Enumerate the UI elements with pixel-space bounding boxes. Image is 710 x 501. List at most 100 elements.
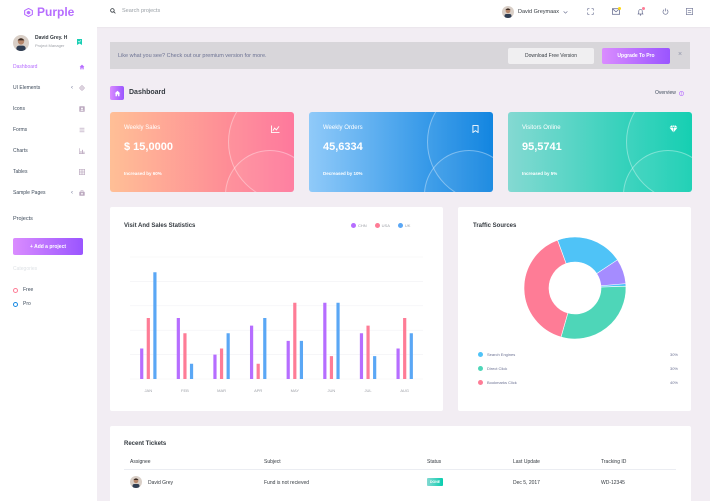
legend-item[interactable]: CHN (351, 223, 367, 228)
status-badge: DONE (427, 478, 444, 486)
sidebar: David Grey. H Project Manager Dashboard … (0, 27, 97, 501)
power-icon[interactable] (662, 8, 669, 15)
stat-title: Weekly Sales (124, 125, 161, 131)
bookmark-icon (472, 125, 479, 133)
fullscreen-icon[interactable] (587, 8, 594, 15)
categories-heading: Categories (13, 266, 38, 272)
bar-usa-feb (183, 333, 187, 379)
upgrade-pro-button[interactable]: Upgrade To Pro (602, 48, 670, 64)
sidebar-item-sample-pages[interactable]: Sample Pages ‹ (13, 188, 85, 198)
diamond-icon (669, 125, 678, 133)
sidebar-item-label: Charts (13, 148, 28, 154)
traffic-donut-chart (523, 236, 627, 340)
legend-dot-usa (374, 223, 380, 228)
x-tick-label: APR (254, 388, 262, 393)
close-icon[interactable]: × (678, 51, 683, 58)
brand-icon (24, 7, 33, 17)
assignee-name: David Grey (148, 480, 174, 486)
bar-chn-aug (396, 348, 400, 379)
recent-tickets-panel (110, 426, 691, 501)
sidebar-profile[interactable]: David Grey. H Project Manager (13, 35, 67, 51)
chart-title: Traffic Sources (473, 223, 517, 229)
page-title: Dashboard (129, 89, 166, 96)
sidebar-item-icons[interactable]: Icons (13, 104, 85, 114)
overview-label: Overview (655, 90, 676, 96)
circle-outline-icon (13, 301, 18, 307)
brand-name: Purple (37, 5, 75, 19)
chart-title: Visit And Sales Statistics (124, 223, 196, 229)
stat-card-visitors-online: Visitors Online 95,5741 Increased by 5% (508, 112, 692, 192)
stat-footer: Increased by 5% (522, 171, 558, 176)
sidebar-item-charts[interactable]: Charts (13, 146, 85, 156)
legend-item[interactable]: UK (397, 223, 410, 228)
alert-circle-icon (678, 90, 684, 96)
bar-uk-jun (336, 302, 340, 379)
last-update: Dec 5, 2017 (513, 480, 540, 486)
search-input[interactable] (122, 8, 242, 14)
x-tick-label: AUG (400, 388, 409, 393)
sidebar-item-forms[interactable]: Forms (13, 125, 85, 135)
column-header-assignee[interactable]: Assignee (130, 459, 151, 465)
donut-slice-direct-click (560, 285, 627, 340)
sidebar-item-dashboard[interactable]: Dashboard (13, 62, 85, 72)
bar-uk-jul (373, 356, 377, 379)
chart-line-icon (271, 125, 280, 133)
bar-chn-jul (359, 333, 364, 379)
notification-badge (642, 7, 645, 10)
chart-legend: CHN USA UK (351, 223, 410, 228)
stat-title: Visitors Online (522, 125, 561, 131)
mail-badge (618, 7, 621, 10)
sidebar-item-label: Tables (13, 169, 28, 175)
category-free[interactable]: Free (13, 287, 33, 293)
navbar-profile-dropdown[interactable]: David Greymaax (502, 6, 568, 18)
chart-bar-icon (79, 148, 85, 154)
sidebar-user-role: Project Manager (35, 43, 65, 48)
sidebar-item-tables[interactable]: Tables (13, 167, 85, 177)
contacts-icon (79, 106, 85, 112)
traffic-legend-row: Direct Click 30% (478, 365, 678, 373)
bar-usa-apr (256, 363, 260, 379)
x-tick-label: JUL (365, 388, 373, 393)
sidebar-user-name: David Grey. H (35, 35, 68, 41)
bar-usa-may (293, 302, 297, 379)
download-free-button[interactable]: Download Free Version (508, 48, 594, 64)
column-header-status[interactable]: Status (427, 459, 442, 465)
category-label: Free (23, 287, 34, 293)
legend-value: 30% (669, 366, 678, 371)
chevron-left-icon: ‹ (71, 85, 73, 91)
medical-bag-icon (79, 190, 85, 196)
column-header-subject[interactable]: Subject (264, 459, 281, 465)
column-header-tracking-id[interactable]: Tracking ID (601, 459, 627, 465)
add-project-button[interactable]: + Add a project (13, 238, 83, 255)
menu-icon[interactable] (686, 8, 693, 15)
bell-icon[interactable] (637, 7, 645, 16)
bar-usa-jun (329, 356, 334, 379)
ticket-subject: Fund is not recieved (264, 480, 310, 486)
avatar (13, 35, 29, 51)
legend-item[interactable]: USA (374, 223, 390, 228)
brand-logo[interactable]: Purple (24, 5, 74, 19)
circle-outline-icon (13, 287, 18, 293)
page-title-icon (110, 86, 124, 100)
navbar-actions (0, 7, 710, 20)
legend-dot (478, 380, 483, 385)
bar-chn-jun (323, 302, 327, 379)
stat-value: 95,5741 (522, 141, 562, 153)
overview-link[interactable]: Overview (655, 90, 684, 96)
sidebar-item-ui-elements[interactable]: UI Elements ‹ (13, 83, 85, 93)
bar-chn-jan (140, 348, 144, 379)
sidebar-item-label: Dashboard (13, 64, 38, 70)
table-icon (79, 169, 85, 175)
home-icon (114, 90, 120, 96)
category-pro[interactable]: Pro (13, 301, 31, 307)
x-tick-label: JAN (145, 388, 153, 393)
column-header-last-update[interactable]: Last Update (513, 459, 540, 465)
bar-usa-jan (146, 318, 150, 379)
bar-uk-may (299, 340, 304, 379)
bar-chn-apr (249, 325, 254, 379)
stat-value: $ 15,0000 (124, 141, 173, 153)
bookmark-check-icon (77, 39, 82, 45)
bar-chn-mar (213, 354, 217, 379)
mail-icon[interactable] (612, 7, 621, 15)
donut-slice-bookmarks-click (523, 239, 569, 338)
